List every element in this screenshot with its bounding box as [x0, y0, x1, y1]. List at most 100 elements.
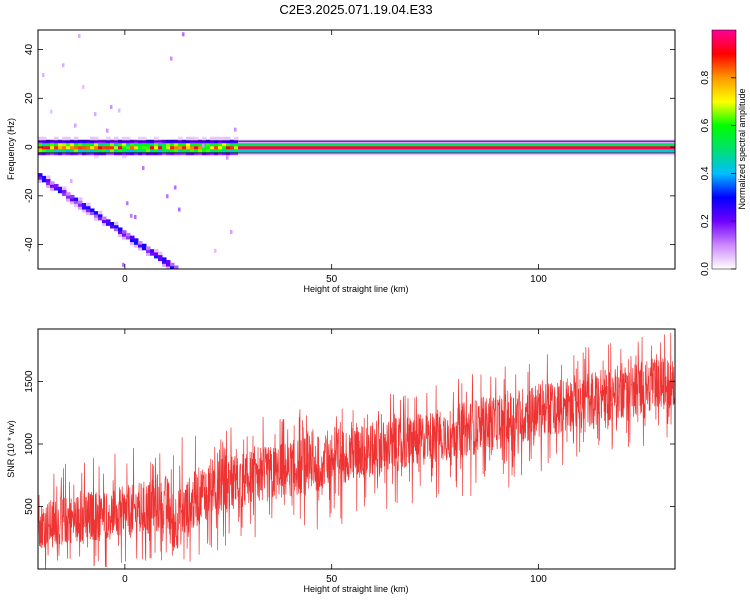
heatmap-cell [142, 243, 147, 248]
heatmap-cell [90, 142, 95, 147]
heatmap-cell [118, 230, 123, 234]
heatmap-cell [46, 142, 51, 147]
heatmap-cell [230, 229, 233, 234]
heatmap-cell [50, 151, 55, 156]
heatmap-cell [130, 142, 135, 147]
spectrogram-y-tick-label: 20 [24, 92, 35, 104]
heatmap-cell [590, 142, 595, 147]
heatmap-cell [238, 145, 243, 150]
heatmap-cell [66, 145, 71, 150]
heatmap-cell [126, 142, 131, 147]
heatmap-cell [650, 145, 655, 150]
heatmap-cell [90, 148, 95, 153]
heatmap-cell [142, 145, 147, 150]
heatmap-cell [66, 142, 71, 147]
heatmap-cell [478, 142, 483, 147]
heatmap-cell [110, 151, 115, 156]
heatmap-cell [82, 148, 87, 153]
heatmap-cell [394, 148, 399, 153]
spectrogram-y-tick-label: -40 [24, 237, 35, 252]
heatmap-cell [618, 145, 623, 150]
heatmap-cell [526, 148, 531, 153]
heatmap-cell [518, 148, 523, 153]
heatmap-cell [658, 148, 663, 153]
heatmap-cell [558, 142, 563, 147]
heatmap-cell [498, 148, 503, 153]
heatmap-cell [162, 142, 167, 147]
heatmap-cell [106, 145, 111, 150]
heatmap-cell [134, 142, 139, 147]
heatmap-cell [486, 145, 491, 150]
heatmap-cell [354, 145, 359, 150]
heatmap-cell [522, 145, 527, 150]
heatmap-cell [406, 145, 411, 150]
heatmap-cell [246, 151, 251, 156]
heatmap-cell [110, 222, 115, 226]
heatmap-cell [250, 151, 255, 156]
heatmap-cell [426, 148, 431, 153]
heatmap-cell [106, 136, 111, 141]
heatmap-cell [278, 145, 283, 150]
heatmap-cell [102, 216, 107, 221]
heatmap-cell [526, 142, 531, 147]
heatmap-cell [494, 145, 499, 150]
heatmap-cell [414, 142, 419, 147]
heatmap-cell [262, 148, 267, 153]
heatmap-cell [218, 145, 223, 150]
heatmap-cell [110, 105, 113, 110]
heatmap-cell [630, 142, 635, 147]
heatmap-cell [46, 151, 51, 156]
heatmap-cell [562, 151, 567, 156]
heatmap-cell [454, 142, 459, 147]
heatmap-cell [138, 142, 143, 147]
spectrogram-ticks: 0 50 100 -40 -20 0 20 40 [24, 30, 675, 285]
heatmap-cell [230, 148, 235, 153]
heatmap-cell [554, 148, 559, 153]
heatmap-cell [222, 151, 227, 156]
heatmap-cell [450, 148, 455, 153]
heatmap-cell [78, 142, 83, 147]
heatmap-cell [102, 219, 107, 224]
heatmap-cell [70, 200, 75, 205]
heatmap-cell [390, 142, 395, 147]
heatmap-cell [458, 151, 463, 156]
heatmap-cell [522, 142, 527, 147]
heatmap-cell [214, 248, 217, 253]
heatmap-cell [330, 151, 335, 156]
heatmap-cell [90, 151, 95, 156]
heatmap-cell [642, 142, 647, 147]
heatmap-cell [74, 123, 77, 128]
heatmap-cell [606, 145, 611, 150]
heatmap-cell [322, 145, 327, 150]
heatmap-cell [342, 151, 347, 156]
heatmap-cell [486, 142, 491, 147]
snr-x-tick-label: 100 [530, 574, 547, 585]
heatmap-cell [62, 136, 67, 141]
colorbar-tick-label: 0.2 [700, 214, 711, 228]
heatmap-cell [442, 142, 447, 147]
heatmap-cell [102, 222, 107, 227]
heatmap-cell [370, 142, 375, 147]
heatmap-cell [166, 260, 171, 264]
colorbar-label: Normalized spectral amplitude [737, 88, 747, 209]
heatmap-cell [326, 145, 331, 150]
heatmap-cell [586, 148, 591, 153]
heatmap-cell [550, 151, 555, 156]
heatmap-cell [74, 151, 79, 156]
heatmap-cell [426, 142, 431, 147]
heatmap-cell [154, 248, 159, 253]
heatmap-cell [594, 145, 599, 150]
heatmap-cell [182, 148, 187, 153]
heatmap-cell [642, 151, 647, 156]
heatmap-cell [366, 142, 371, 147]
heatmap-cell [654, 142, 659, 147]
heatmap-cell [270, 151, 275, 156]
heatmap-cell [610, 145, 615, 150]
heatmap-cell [314, 145, 319, 150]
heatmap-cell [334, 142, 339, 147]
heatmap-cell [238, 151, 243, 156]
heatmap-cell [290, 148, 295, 153]
snr-y-tick-label: 500 [24, 498, 35, 515]
heatmap-cell [38, 176, 43, 180]
heatmap-cell [482, 145, 487, 150]
